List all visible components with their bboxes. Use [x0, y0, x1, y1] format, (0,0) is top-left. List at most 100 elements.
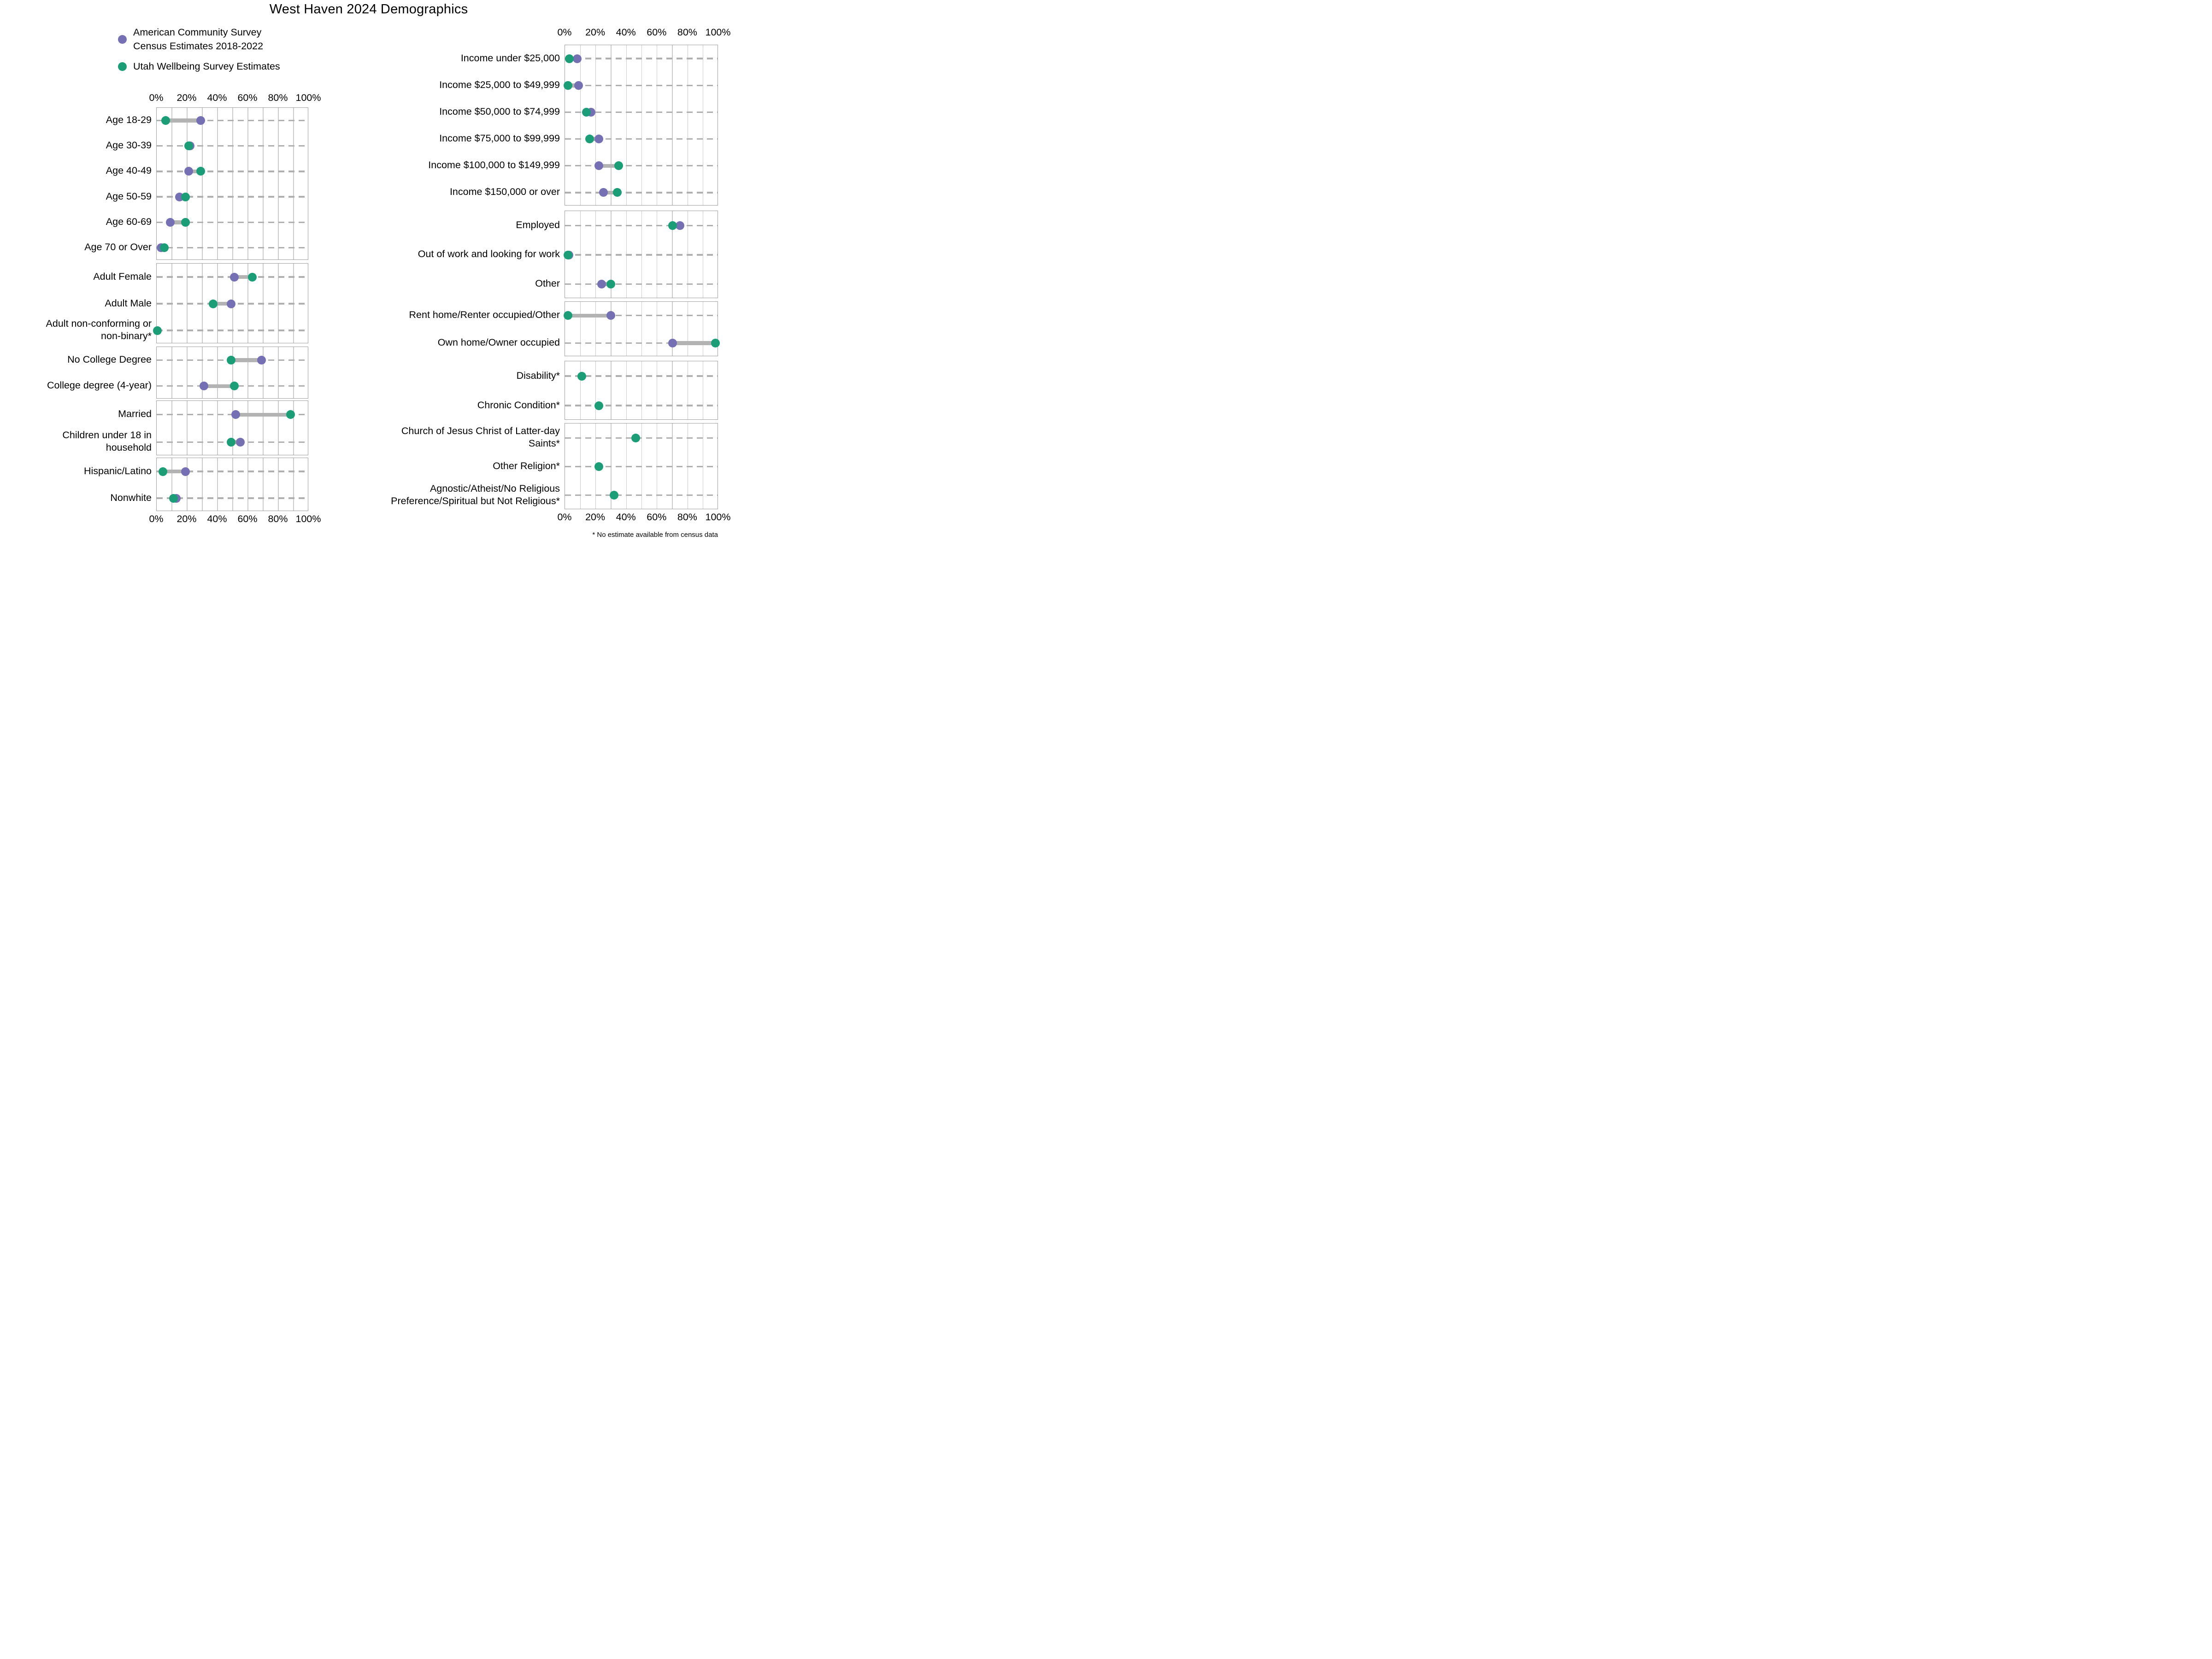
gridline [626, 302, 627, 356]
census-dot [199, 382, 208, 391]
axis-tick-label: 60% [647, 27, 667, 38]
row-label: Age 40-49 [106, 165, 152, 176]
row-label: College degree (4-year) [47, 380, 152, 391]
axis-tick-label: 100% [705, 27, 731, 38]
axis-tick-label: 60% [237, 513, 258, 524]
row-label: Out of work and looking for work [418, 248, 560, 260]
row-label: Other Religion* [493, 460, 560, 471]
dumbbell-connector [235, 412, 291, 417]
gridline [595, 361, 596, 419]
axis-tick-label: 100% [295, 513, 321, 524]
census-dot [229, 272, 239, 282]
legend: American Community Survey Census Estimat… [118, 25, 280, 80]
survey-dot [158, 467, 167, 476]
row-guide-line [157, 247, 308, 248]
gridline [217, 347, 218, 398]
axis-tick-label: 80% [268, 513, 288, 524]
axis-tick-label: 40% [207, 92, 227, 103]
dumbbell-connector [231, 440, 241, 444]
survey-dot [248, 272, 257, 282]
chart-panel [156, 347, 308, 399]
row-label: Agnostic/Atheist/No Religious Preference… [391, 482, 560, 506]
gridline [217, 401, 218, 455]
row-label: Rent home/Renter occupied/Other [409, 309, 560, 321]
gridline [232, 458, 233, 511]
chart-panel [153, 263, 308, 343]
axis-tick-label: 100% [705, 512, 731, 523]
row-label: Income $100,000 to $149,999 [428, 159, 560, 171]
census-dot [181, 467, 190, 476]
axis-tick-label: 20% [176, 513, 197, 524]
row-label: Adult Female [93, 271, 152, 282]
axis-tick-label: 0% [149, 513, 164, 524]
row-guide-line [565, 342, 718, 344]
survey-dot [565, 54, 574, 63]
dumbbell-connector [603, 190, 618, 195]
survey-dot [577, 371, 587, 381]
axis-tick-row: 0% 20% 40% 60% 80% 100% [0, 512, 737, 524]
dumbbell-connector [165, 118, 201, 123]
row-label: Income $75,000 to $99,999 [439, 133, 560, 144]
row-guide-line [565, 465, 718, 468]
row-label: Other [535, 277, 560, 289]
survey-dot [612, 188, 622, 197]
row-label: Income $150,000 or over [449, 186, 560, 198]
survey-dot [668, 221, 677, 230]
axis-tick-label: 0% [149, 92, 164, 103]
gridline [247, 458, 248, 511]
axis-tick-label: 60% [647, 512, 667, 523]
survey-dot [229, 382, 239, 391]
survey-dot [181, 192, 190, 201]
row-guide-line [565, 494, 718, 496]
row-label: Own home/Owner occupied [437, 336, 560, 348]
row-guide-line [565, 84, 718, 86]
census-dot [573, 54, 582, 63]
chart-panel [564, 211, 718, 298]
census-dot [184, 167, 193, 176]
survey-dot [184, 141, 193, 151]
survey-dot [564, 250, 573, 259]
survey-dot [153, 326, 162, 335]
row-guide-line [157, 119, 308, 122]
row-label: Adult non-conforming or non-binary* [46, 318, 152, 341]
census-dot [227, 299, 236, 308]
row-label: Age 18-29 [106, 114, 152, 126]
dumbbell-connector [204, 384, 235, 388]
gridline [247, 347, 248, 398]
census-dot [231, 410, 241, 419]
survey-dot [594, 401, 603, 410]
gridline [171, 458, 172, 511]
legend-item-census: American Community Survey Census Estimat… [118, 25, 280, 53]
gridline [232, 347, 233, 398]
survey-dot [564, 311, 573, 320]
survey-dot [610, 491, 619, 500]
gridline [595, 302, 596, 356]
row-label: Income under $25,000 [460, 52, 560, 64]
row-guide-line [565, 58, 718, 59]
survey-dot [286, 410, 295, 419]
census-dot [196, 116, 206, 125]
dumbbell-connector [234, 275, 253, 279]
dumbbell-connector [589, 137, 599, 141]
row-guide-line [157, 471, 308, 472]
census-dot [236, 437, 245, 447]
gridline [626, 45, 627, 205]
gridline [232, 401, 233, 455]
census-dot [594, 161, 603, 171]
axis-tick-label: 0% [557, 512, 572, 523]
survey-dot [631, 433, 640, 442]
dumbbell-connector [599, 164, 619, 168]
row-guide-line [565, 405, 718, 406]
census-dot [594, 135, 603, 144]
row-label: Church of Jesus Christ of Latter-day Sai… [401, 425, 560, 449]
survey-dot [594, 462, 603, 471]
axis-tick-row: 0% 20% 40% 60% 80% 100% [0, 27, 737, 39]
axis-tick-label: 20% [585, 27, 606, 38]
gridline [171, 108, 172, 259]
axis-tick-label: 80% [268, 92, 288, 103]
survey-dot [227, 355, 236, 365]
survey-dot [196, 167, 206, 176]
census-dot [166, 218, 175, 227]
row-guide-line [157, 497, 308, 499]
survey-dot [227, 437, 236, 447]
